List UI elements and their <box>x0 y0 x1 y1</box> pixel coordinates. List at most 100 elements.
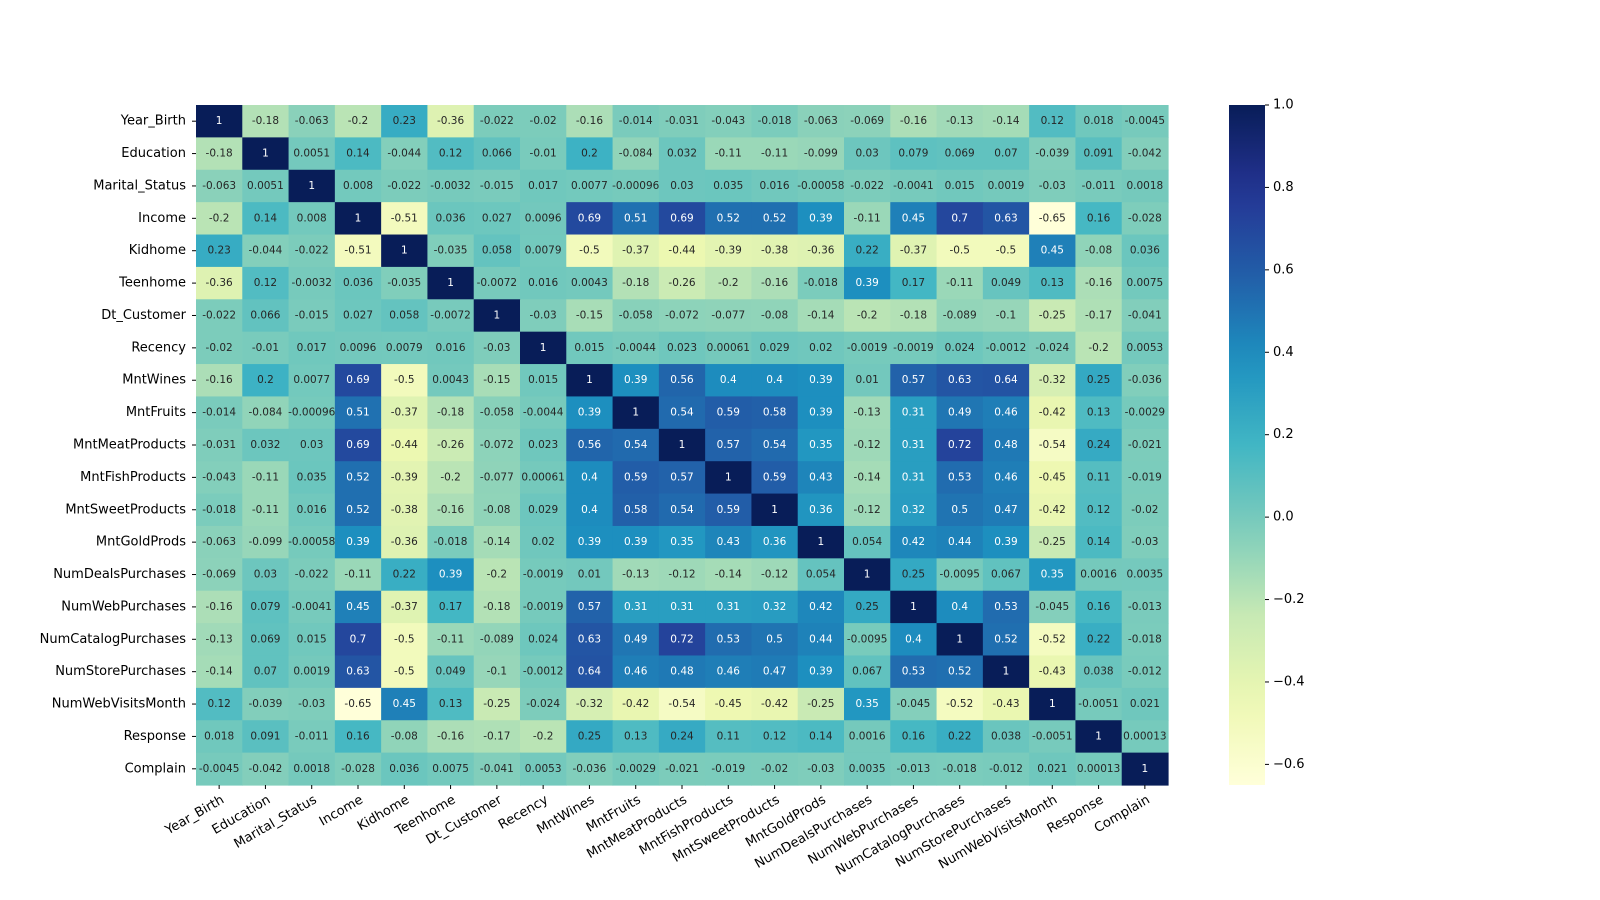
heatmap-cell-label: 0.015 <box>297 633 327 645</box>
heatmap-cell-label: -0.024 <box>1035 342 1069 354</box>
heatmap-cell <box>1029 169 1077 203</box>
heatmap-cell-label: -0.0012 <box>523 666 564 678</box>
heatmap-cell-label: 0.39 <box>809 374 832 386</box>
heatmap-cell <box>1121 105 1169 138</box>
heatmap-cell-label: 0.57 <box>717 439 740 451</box>
heatmap-cell <box>982 364 1030 398</box>
heatmap-cell-label: 0.42 <box>902 536 925 548</box>
heatmap-cell <box>936 396 984 430</box>
heatmap-cell-label: 0.59 <box>717 407 740 419</box>
heatmap-cell-label: 0.038 <box>1084 666 1114 678</box>
y-tick-label: Teenhome <box>118 276 186 291</box>
heatmap-cell <box>520 169 567 203</box>
heatmap-cell-label: 1 <box>725 471 732 483</box>
heatmap-cell-label: 0.39 <box>809 407 832 419</box>
heatmap-cell-label: 0.07 <box>994 148 1017 160</box>
heatmap-cell-label: -0.08 <box>483 504 510 516</box>
y-tick-label: NumWebPurchases <box>61 599 186 614</box>
heatmap-cell-label: -0.65 <box>1039 212 1066 224</box>
heatmap-cell-label: -0.5 <box>996 245 1017 257</box>
heatmap-cell-label: -0.2 <box>348 115 369 127</box>
heatmap-cell-label: 0.58 <box>763 407 786 419</box>
heatmap-cell <box>1029 202 1077 236</box>
heatmap-cell-label: 0.015 <box>574 342 604 354</box>
heatmap-cell-label: -0.16 <box>900 115 927 127</box>
heatmap-cell-label: 0.45 <box>393 698 416 710</box>
heatmap-cell <box>705 655 753 689</box>
heatmap-cell-label: -0.035 <box>434 245 468 257</box>
heatmap-cell-label: 0.038 <box>991 730 1021 742</box>
heatmap-cell-label: -0.089 <box>943 309 977 321</box>
heatmap-cell-label: -0.077 <box>711 309 745 321</box>
heatmap-cell-label: -0.019 <box>1128 471 1162 483</box>
heatmap-cell-label: 0.008 <box>297 212 327 224</box>
heatmap-cell-label: 1 <box>864 569 871 581</box>
heatmap-cell-label: 0.036 <box>343 277 373 289</box>
heatmap-cell-label: -0.02 <box>761 763 788 775</box>
heatmap-cell <box>566 590 614 624</box>
heatmap-cell-label: 0.024 <box>945 342 975 354</box>
heatmap-cell-label: -0.16 <box>1085 277 1112 289</box>
heatmap-cell-label: -0.26 <box>668 277 695 289</box>
heatmap-cell-label: 0.47 <box>994 504 1017 516</box>
heatmap-cell <box>936 655 984 689</box>
heatmap-cell <box>566 493 614 527</box>
heatmap-cell <box>427 299 475 333</box>
heatmap-cell-label: -0.11 <box>946 277 973 289</box>
heatmap-cell <box>1121 525 1169 559</box>
heatmap-cell <box>705 331 753 365</box>
heatmap-cell <box>1075 655 1123 689</box>
heatmap-cell <box>612 428 660 462</box>
heatmap-cell <box>473 493 521 527</box>
heatmap-cell-label: 0.53 <box>948 471 971 483</box>
heatmap-cell-label: 0.12 <box>254 277 277 289</box>
heatmap-cell <box>751 461 799 495</box>
heatmap-cell-label: 1 <box>355 212 362 224</box>
heatmap-cell <box>288 623 336 657</box>
heatmap-cell <box>797 590 845 624</box>
heatmap-cell <box>1075 687 1123 721</box>
heatmap-cell-label: 0.22 <box>948 730 971 742</box>
heatmap-cell-label: -0.38 <box>391 504 418 516</box>
heatmap-cell-label: 0.43 <box>717 536 740 548</box>
heatmap-cell <box>381 364 429 398</box>
heatmap-cell <box>520 137 567 171</box>
heatmap-cell-label: 0.00013 <box>1077 763 1120 775</box>
heatmap-cell <box>890 655 938 689</box>
heatmap-cell <box>473 331 521 365</box>
heatmap-cell-label: -0.08 <box>761 309 788 321</box>
heatmap-cell <box>844 720 891 754</box>
heatmap-cell <box>1121 428 1169 462</box>
heatmap-cell <box>936 266 984 300</box>
heatmap-cell-label: -0.0072 <box>477 277 518 289</box>
heatmap-cell <box>473 461 521 495</box>
heatmap-cell <box>751 623 799 657</box>
heatmap-cell <box>705 364 753 398</box>
heatmap-cell <box>936 428 984 462</box>
heatmap-cell-label: 0.53 <box>994 601 1017 613</box>
heatmap-cell-label: -0.00096 <box>288 407 336 419</box>
heatmap-cell-label: 0.31 <box>902 471 925 483</box>
heatmap-cell-label: -0.26 <box>437 439 464 451</box>
heatmap-cell <box>658 105 706 138</box>
heatmap-cell <box>1075 590 1123 624</box>
heatmap-cell-label: -0.54 <box>1039 439 1066 451</box>
heatmap-cell-label: -0.018 <box>1128 633 1162 645</box>
heatmap-cell <box>196 266 243 300</box>
heatmap-cell-label: 0.0096 <box>340 342 377 354</box>
heatmap-cell <box>936 590 984 624</box>
heatmap-cell <box>288 558 336 592</box>
heatmap-cell-label: -0.14 <box>807 309 834 321</box>
heatmap-cell <box>288 493 336 527</box>
heatmap-cell <box>1121 396 1169 430</box>
heatmap-cell <box>334 234 382 268</box>
heatmap-cell <box>520 105 567 138</box>
heatmap-cell <box>844 558 891 592</box>
heatmap-cell-label: -0.0032 <box>291 277 332 289</box>
heatmap-cell <box>705 396 753 430</box>
heatmap-cell <box>566 525 614 559</box>
heatmap-cell-label: -0.00096 <box>612 180 660 192</box>
heatmap-cell <box>658 687 706 721</box>
heatmap-cell <box>381 169 429 203</box>
heatmap-cell-label: 0.0043 <box>571 277 608 289</box>
